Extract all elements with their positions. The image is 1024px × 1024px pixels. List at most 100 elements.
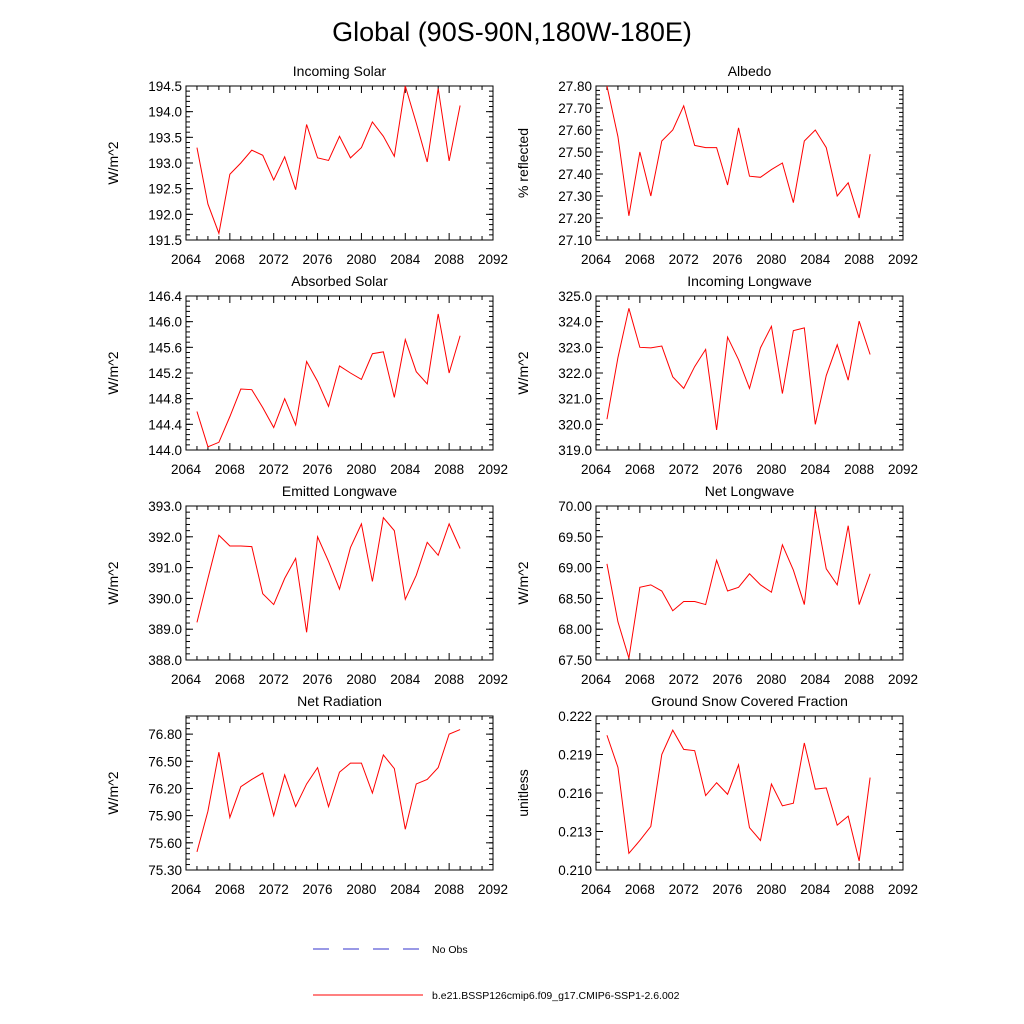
data-point bbox=[727, 336, 728, 337]
data-point bbox=[240, 786, 241, 787]
plot-frame bbox=[595, 715, 904, 871]
series-line bbox=[196, 516, 461, 633]
x-tick-label: 2084 bbox=[390, 672, 421, 687]
panel-title: Ground Snow Covered Fraction bbox=[651, 693, 848, 709]
data-point bbox=[771, 592, 772, 593]
data-point bbox=[661, 345, 662, 346]
y-tick-label: 145.2 bbox=[148, 366, 182, 381]
data-point bbox=[617, 136, 618, 137]
x-tick-label: 2068 bbox=[215, 882, 245, 897]
data-point bbox=[449, 734, 450, 735]
data-point bbox=[218, 233, 219, 234]
x-tick-label: 2088 bbox=[844, 672, 874, 687]
plot-frame bbox=[595, 295, 904, 451]
x-tick-label: 2076 bbox=[303, 882, 333, 897]
data-point bbox=[218, 442, 219, 443]
data-point bbox=[449, 160, 450, 161]
y-axis-label: unitless bbox=[515, 769, 531, 816]
data-point bbox=[449, 523, 450, 524]
data-point bbox=[262, 155, 263, 156]
data-point bbox=[705, 349, 706, 350]
data-point bbox=[749, 573, 750, 574]
y-tick-label: 27.80 bbox=[558, 79, 592, 94]
y-tick-label: 70.00 bbox=[558, 499, 592, 514]
data-point bbox=[727, 590, 728, 591]
data-point bbox=[738, 127, 739, 128]
y-tick-label: 320.0 bbox=[558, 417, 592, 432]
data-point bbox=[405, 599, 406, 600]
data-point bbox=[749, 827, 750, 828]
data-point bbox=[405, 829, 406, 830]
data-point bbox=[372, 353, 373, 354]
data-point bbox=[771, 783, 772, 784]
x-tick-label: 2068 bbox=[215, 672, 245, 687]
legend-obs-label: No Obs bbox=[432, 944, 468, 956]
data-point bbox=[606, 735, 607, 736]
x-tick-label: 2064 bbox=[581, 672, 612, 687]
data-point bbox=[438, 767, 439, 768]
data-point bbox=[284, 774, 285, 775]
data-point bbox=[606, 563, 607, 564]
data-point bbox=[628, 308, 629, 309]
y-tick-label: 144.8 bbox=[148, 392, 182, 407]
data-point bbox=[317, 536, 318, 537]
data-point bbox=[848, 380, 849, 381]
data-point bbox=[449, 372, 450, 373]
data-point bbox=[295, 189, 296, 190]
y-tick-label: 390.0 bbox=[148, 591, 182, 606]
data-point bbox=[405, 85, 406, 86]
plot-frame bbox=[595, 85, 904, 241]
y-tick-label: 194.0 bbox=[148, 105, 182, 120]
data-point bbox=[650, 195, 651, 196]
y-tick-label: 75.90 bbox=[148, 809, 182, 824]
x-tick-label: 2080 bbox=[756, 672, 786, 687]
panels-group: 2064 2068 2072 2076 2080 2084 2088 2092 191.5 192… bbox=[105, 63, 918, 897]
data-point bbox=[251, 389, 252, 390]
x-tick-label: 2072 bbox=[259, 672, 289, 687]
series-line bbox=[606, 85, 871, 219]
y-tick-label: 391.0 bbox=[148, 561, 182, 576]
data-point bbox=[339, 365, 340, 366]
x-tick-label: 2084 bbox=[800, 462, 831, 477]
x-tick-label: 2092 bbox=[888, 462, 918, 477]
data-point bbox=[705, 604, 706, 605]
data-point bbox=[207, 446, 208, 447]
x-tick-label: 2084 bbox=[800, 252, 831, 267]
data-point bbox=[416, 371, 417, 372]
data-point bbox=[383, 136, 384, 137]
data-point bbox=[427, 542, 428, 543]
data-point bbox=[826, 375, 827, 376]
y-tick-label: 67.50 bbox=[558, 653, 592, 668]
plot-frame bbox=[185, 85, 494, 241]
data-point bbox=[361, 523, 362, 524]
data-point bbox=[240, 388, 241, 389]
data-point bbox=[218, 752, 219, 753]
data-point bbox=[383, 754, 384, 755]
data-point bbox=[460, 105, 461, 106]
x-tick-label: 2068 bbox=[215, 252, 245, 267]
data-point bbox=[639, 840, 640, 841]
data-point bbox=[859, 217, 860, 218]
y-tick-label: 69.00 bbox=[558, 561, 592, 576]
data-point bbox=[738, 764, 739, 765]
y-tick-label: 145.6 bbox=[148, 340, 182, 355]
x-tick-label: 2084 bbox=[390, 882, 421, 897]
x-tick-label: 2088 bbox=[434, 672, 464, 687]
y-tick-label: 68.00 bbox=[558, 622, 592, 637]
y-tick-label: 323.0 bbox=[558, 340, 592, 355]
data-point bbox=[273, 179, 274, 180]
y-tick-label: 194.5 bbox=[148, 79, 182, 94]
data-point bbox=[672, 730, 673, 731]
x-tick-label: 2084 bbox=[390, 462, 421, 477]
x-tick-label: 2092 bbox=[888, 252, 918, 267]
y-tick-label: 389.0 bbox=[148, 622, 182, 637]
data-point bbox=[639, 347, 640, 348]
y-tick-label: 392.0 bbox=[148, 530, 182, 545]
data-point bbox=[793, 569, 794, 570]
panel-title: Albedo bbox=[728, 63, 772, 79]
data-point bbox=[284, 156, 285, 157]
data-point bbox=[859, 321, 860, 322]
data-point bbox=[394, 768, 395, 769]
panel-title: Incoming Solar bbox=[293, 63, 387, 79]
y-tick-label: 321.0 bbox=[558, 392, 592, 407]
